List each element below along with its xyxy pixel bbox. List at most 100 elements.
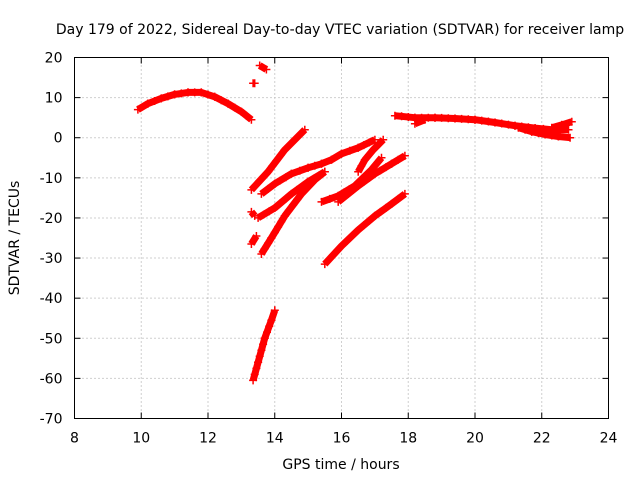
data-point bbox=[354, 181, 363, 190]
data-point bbox=[143, 99, 152, 108]
data-point bbox=[491, 118, 499, 127]
x-tick-label: 8 bbox=[70, 431, 79, 447]
x-tick-label: 14 bbox=[266, 431, 284, 447]
data-point bbox=[270, 203, 279, 212]
data-point bbox=[541, 130, 550, 139]
data-point bbox=[320, 167, 329, 176]
series-band bbox=[248, 234, 260, 246]
data-point bbox=[252, 364, 261, 373]
series-track-3 bbox=[255, 61, 271, 74]
data-point bbox=[354, 167, 363, 176]
data-point bbox=[270, 179, 279, 188]
series-track-17 bbox=[514, 123, 575, 142]
x-tick-label: 20 bbox=[466, 431, 484, 447]
data-series bbox=[133, 61, 576, 385]
data-point bbox=[387, 199, 396, 208]
data-point bbox=[277, 217, 286, 226]
data-point bbox=[293, 195, 302, 204]
data-point bbox=[334, 197, 343, 206]
data-point bbox=[348, 231, 357, 240]
data-point bbox=[370, 211, 379, 220]
data-point bbox=[379, 135, 388, 144]
data-point bbox=[333, 246, 342, 255]
data-point bbox=[359, 177, 368, 186]
data-point bbox=[557, 120, 566, 129]
x-tick-label: 24 bbox=[600, 431, 618, 447]
data-point bbox=[497, 119, 506, 128]
data-point bbox=[276, 199, 285, 208]
series-track-16 bbox=[410, 115, 429, 128]
data-point bbox=[265, 322, 274, 331]
data-point bbox=[370, 135, 379, 144]
data-point bbox=[295, 166, 304, 175]
data-point bbox=[289, 200, 298, 209]
data-point bbox=[281, 173, 290, 182]
data-point bbox=[237, 107, 246, 116]
data-point bbox=[250, 79, 259, 88]
data-point bbox=[325, 194, 334, 203]
data-point bbox=[360, 155, 369, 164]
data-point bbox=[274, 223, 283, 231]
data-point bbox=[290, 135, 299, 144]
data-point bbox=[247, 240, 256, 248]
data-point bbox=[250, 211, 259, 220]
data-point bbox=[484, 117, 493, 126]
data-point bbox=[300, 125, 309, 134]
data-point bbox=[521, 125, 530, 134]
data-point bbox=[265, 207, 274, 216]
data-point bbox=[262, 65, 271, 74]
data-point bbox=[471, 115, 479, 124]
data-point bbox=[284, 206, 293, 215]
data-point bbox=[264, 167, 273, 176]
data-point bbox=[210, 92, 219, 101]
x-tick-label: 12 bbox=[199, 431, 217, 447]
data-point bbox=[285, 140, 294, 149]
data-point bbox=[420, 115, 429, 124]
series-track-9 bbox=[247, 232, 261, 248]
x-axis-label: GPS time / hours bbox=[282, 457, 399, 473]
series-track-7 bbox=[247, 207, 259, 220]
data-point bbox=[260, 334, 269, 343]
data-point bbox=[400, 151, 409, 160]
data-point bbox=[534, 129, 543, 138]
data-point bbox=[247, 115, 256, 124]
series-track-13 bbox=[320, 189, 409, 269]
data-point bbox=[255, 61, 264, 70]
data-point bbox=[297, 189, 306, 198]
y-tick-label: -70 bbox=[40, 412, 63, 428]
data-point bbox=[394, 194, 403, 203]
data-point bbox=[230, 103, 239, 112]
data-point bbox=[345, 146, 354, 155]
data-point bbox=[382, 163, 390, 172]
series-track-8 bbox=[257, 167, 329, 258]
x-tick-label: 22 bbox=[533, 431, 551, 447]
data-point bbox=[337, 242, 346, 250]
data-point bbox=[327, 155, 336, 164]
data-point bbox=[376, 207, 385, 216]
data-point bbox=[257, 346, 266, 355]
data-point bbox=[349, 185, 358, 194]
data-point bbox=[255, 352, 264, 361]
data-point bbox=[184, 88, 192, 97]
y-tick-label: -40 bbox=[40, 291, 63, 307]
data-point bbox=[301, 185, 310, 194]
data-point bbox=[315, 171, 324, 180]
data-point bbox=[133, 105, 142, 114]
y-tick-label: 10 bbox=[45, 91, 63, 107]
data-point bbox=[293, 185, 301, 194]
data-point bbox=[397, 112, 406, 121]
data-point bbox=[567, 117, 576, 126]
data-point bbox=[354, 143, 363, 152]
data-point bbox=[457, 114, 466, 123]
data-point bbox=[263, 328, 271, 337]
y-tick-label: -30 bbox=[40, 251, 63, 267]
data-point bbox=[157, 94, 166, 103]
data-point bbox=[317, 197, 326, 206]
data-point bbox=[377, 153, 386, 162]
data-point bbox=[387, 159, 396, 168]
data-point bbox=[329, 251, 338, 259]
data-point bbox=[267, 316, 276, 325]
series-band bbox=[322, 191, 408, 267]
x-tick-label: 16 bbox=[333, 431, 351, 447]
x-tick-label: 10 bbox=[132, 431, 150, 447]
